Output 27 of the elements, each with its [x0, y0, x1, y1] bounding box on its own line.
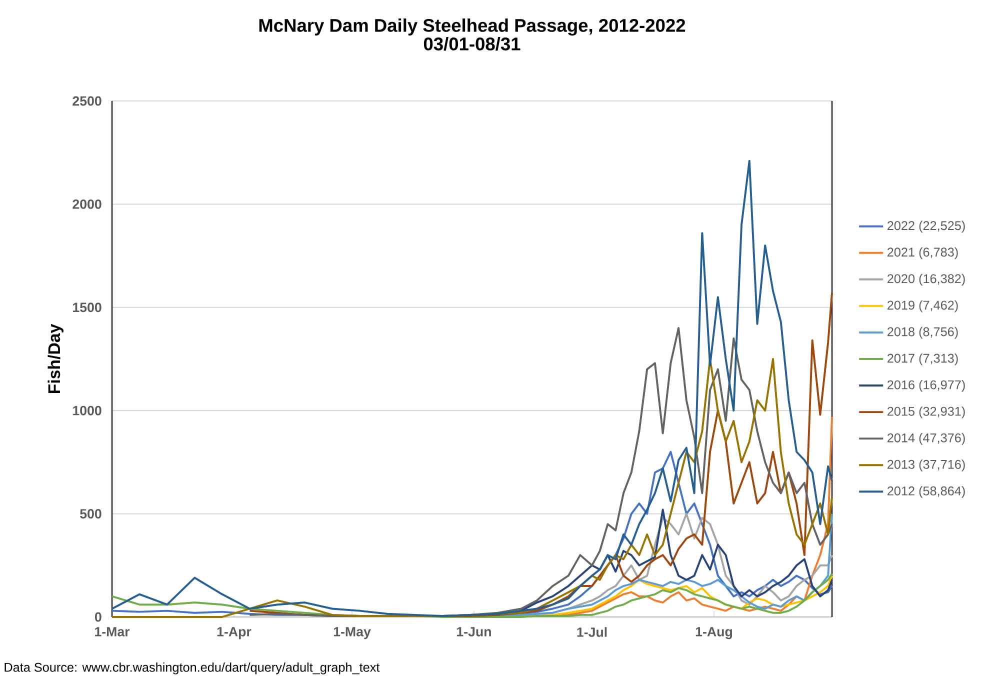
x-tick-label: 1-Aug [696, 627, 732, 640]
legend-label: 2013 (37,716) [888, 460, 965, 472]
x-tick-label: 1-Jul [577, 627, 607, 637]
legend-label: 2022 (22,525) [888, 220, 965, 233]
legend-label: 2012 (58,864) [888, 486, 965, 498]
legend-label: 2019 (7,462) [888, 300, 958, 312]
chart-title: McNary Dam Daily Steelhead Passage, 2012-2022 [259, 18, 686, 36]
chart-subtitle: 03/01-08/31 [424, 37, 520, 51]
y-tick-label: 1000 [73, 406, 102, 416]
x-tick-label: 1-Apr [217, 627, 252, 640]
legend-label: 2015 (32,931) [888, 406, 965, 418]
legend-label: 2018 (8,756) [888, 326, 958, 339]
x-tick-label: 1-May [334, 627, 371, 640]
source-note: Data Source: www.cbr.washington.edu/dart/query/adult_graph_text [4, 662, 380, 674]
legend-label: 2016 (16,977) [888, 380, 965, 392]
y-tick-label: 2000 [72, 199, 102, 209]
legend-label: 2017 (7,313) [888, 353, 958, 366]
legend-label: 2014 (47,376) [888, 433, 965, 445]
y-axis-title: Fish/Day [48, 324, 64, 394]
x-tick-label: 1-Jun [457, 627, 491, 636]
y-tick-label: 0 [94, 612, 102, 622]
y-tick-label: 2500 [72, 96, 102, 106]
x-tick-label: 1-Mar [95, 627, 130, 636]
legend-label: 2020 (16,382) [888, 274, 965, 286]
y-tick-label: 500 [80, 509, 102, 519]
y-tick-label: 1500 [73, 302, 102, 312]
legend-label: 2021 (6,783) [888, 247, 958, 260]
